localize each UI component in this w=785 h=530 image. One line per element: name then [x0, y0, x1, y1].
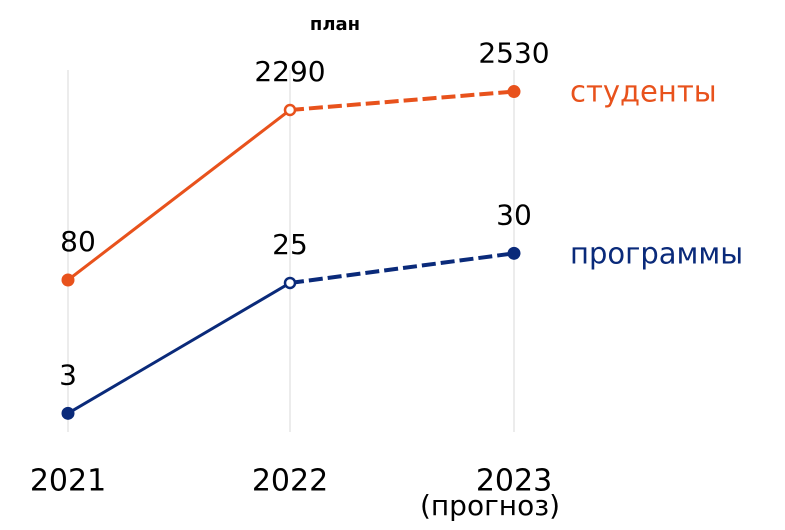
plan-label: план	[310, 14, 360, 35]
data-label: 25	[272, 228, 308, 261]
data-label: 2290	[254, 55, 325, 88]
series-label: программы	[570, 236, 743, 270]
point	[507, 246, 521, 260]
category-note: (прогноз)	[420, 489, 560, 522]
series-label: студенты	[570, 75, 717, 109]
x-tick-label: 2022	[252, 464, 328, 499]
x-tick-label: 2021	[30, 464, 106, 499]
data-label: 3	[59, 358, 77, 391]
series-line-forecast	[289, 89, 515, 112]
data-label: 30	[496, 198, 532, 231]
point	[283, 103, 297, 117]
point	[283, 276, 297, 290]
x-tick-label: 2023	[476, 464, 552, 499]
series-line-forecast	[289, 251, 515, 285]
point	[61, 406, 75, 420]
point	[507, 85, 521, 99]
data-label: 2530	[478, 37, 549, 70]
series-line	[67, 108, 291, 282]
series-line	[67, 281, 291, 415]
data-label: 80	[60, 225, 96, 258]
point	[61, 273, 75, 287]
